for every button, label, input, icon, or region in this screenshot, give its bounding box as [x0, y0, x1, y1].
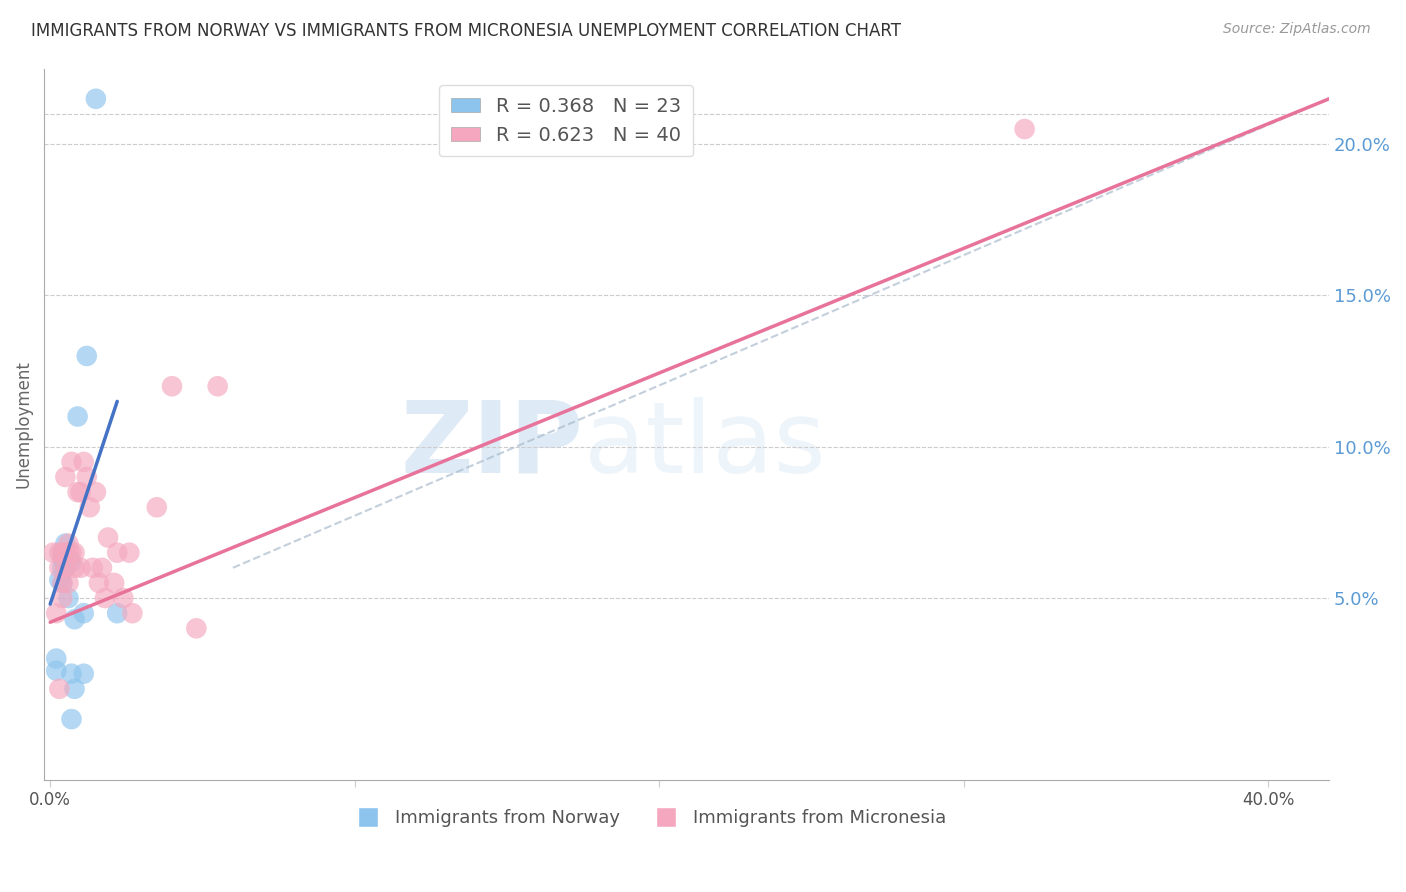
Text: atlas: atlas	[583, 397, 825, 494]
Point	[42, 546, 65, 560]
Point	[55, 561, 77, 575]
Point	[48, 681, 70, 696]
Point	[51, 576, 73, 591]
Point	[55, 470, 77, 484]
Point	[207, 379, 229, 393]
Point	[69, 485, 91, 500]
Point	[63, 681, 86, 696]
Point	[105, 606, 128, 620]
Point	[105, 546, 128, 560]
Point	[118, 546, 141, 560]
Point	[48, 561, 70, 575]
Point	[51, 546, 73, 560]
Point	[63, 612, 86, 626]
Point	[55, 536, 77, 550]
Point	[121, 606, 143, 620]
Point	[79, 500, 101, 515]
Point	[48, 573, 70, 587]
Text: IMMIGRANTS FROM NORWAY VS IMMIGRANTS FROM MICRONESIA UNEMPLOYMENT CORRELATION CH: IMMIGRANTS FROM NORWAY VS IMMIGRANTS FRO…	[31, 22, 901, 40]
Point	[91, 561, 114, 575]
Point	[51, 551, 73, 566]
Point	[58, 576, 80, 591]
Point	[160, 379, 183, 393]
Point	[60, 546, 83, 560]
Point	[45, 664, 67, 678]
Point	[103, 576, 125, 591]
Point	[73, 455, 96, 469]
Point	[58, 591, 80, 605]
Point	[51, 591, 73, 605]
Point	[1014, 122, 1036, 136]
Point	[82, 561, 104, 575]
Point	[60, 455, 83, 469]
Point	[66, 485, 89, 500]
Point	[186, 621, 208, 635]
Point	[66, 409, 89, 424]
Point	[60, 666, 83, 681]
Point	[45, 651, 67, 665]
Point	[84, 485, 107, 500]
Text: Source: ZipAtlas.com: Source: ZipAtlas.com	[1223, 22, 1371, 37]
Point	[58, 546, 80, 560]
Point	[87, 576, 110, 591]
Point	[63, 561, 86, 575]
Legend: Immigrants from Norway, Immigrants from Micronesia: Immigrants from Norway, Immigrants from …	[343, 802, 953, 835]
Point	[76, 349, 98, 363]
Point	[51, 561, 73, 575]
Point	[76, 470, 98, 484]
Point	[45, 606, 67, 620]
Point	[60, 555, 83, 569]
Point	[69, 561, 91, 575]
Point	[73, 666, 96, 681]
Point	[94, 591, 117, 605]
Point	[55, 546, 77, 560]
Point	[58, 536, 80, 550]
Point	[112, 591, 135, 605]
Point	[51, 576, 73, 591]
Point	[84, 92, 107, 106]
Point	[97, 531, 120, 545]
Point	[146, 500, 169, 515]
Text: ZIP: ZIP	[401, 397, 583, 494]
Point	[55, 561, 77, 575]
Point	[73, 606, 96, 620]
Point	[51, 546, 73, 560]
Point	[63, 546, 86, 560]
Point	[58, 551, 80, 566]
Point	[55, 555, 77, 569]
Y-axis label: Unemployment: Unemployment	[15, 360, 32, 488]
Point	[48, 546, 70, 560]
Point	[60, 712, 83, 726]
